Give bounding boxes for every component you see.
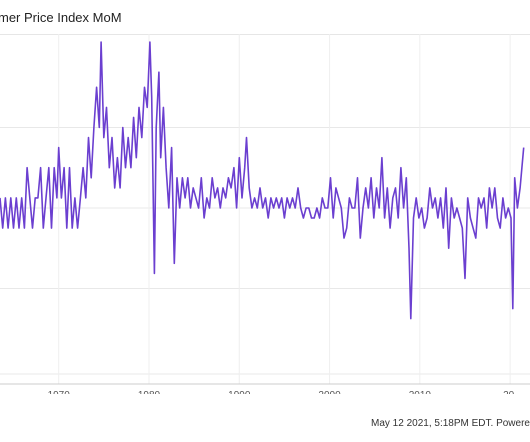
chart-title: mer Price Index MoM bbox=[0, 10, 122, 25]
x-tick-label: 20 bbox=[503, 390, 515, 394]
x-tick-label: 2010 bbox=[409, 390, 432, 394]
x-tick-label: 2000 bbox=[318, 390, 341, 394]
x-tick-label: 1970 bbox=[48, 390, 71, 394]
x-axis: 1970 1980 1990 2000 2010 20 bbox=[0, 383, 530, 394]
x-tick-label: 1980 bbox=[138, 390, 161, 394]
chart-plot-area: 1970 1980 1990 2000 2010 20 bbox=[0, 34, 530, 394]
footer-timestamp: May 12 2021, 5:18PM EDT. Powere bbox=[371, 418, 530, 429]
gridlines bbox=[0, 34, 530, 384]
chart-header: mer Price Index MoM bbox=[0, 0, 530, 35]
series-line bbox=[0, 41, 525, 320]
x-tick-label: 1990 bbox=[228, 390, 251, 394]
